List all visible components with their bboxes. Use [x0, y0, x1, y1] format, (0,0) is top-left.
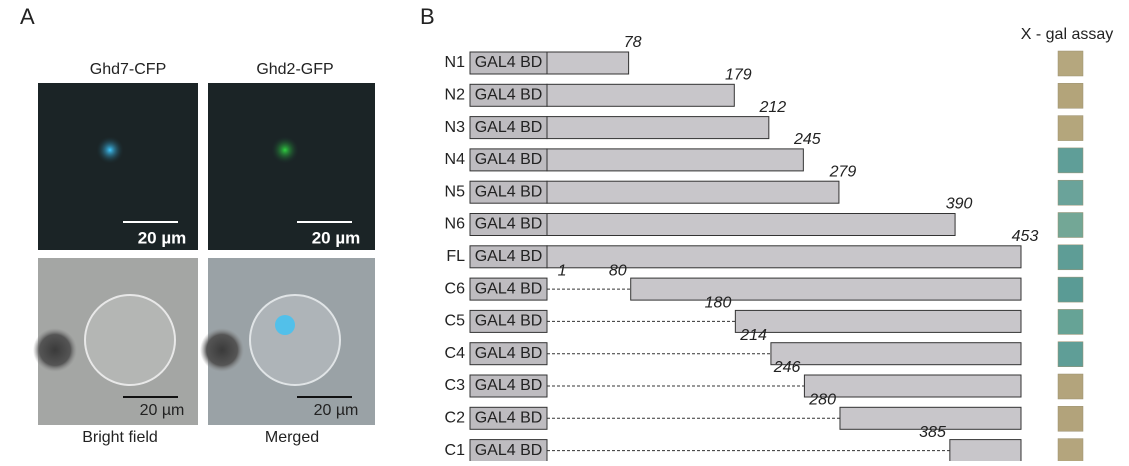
bd-label: GAL4 BD [475, 410, 543, 427]
panel-label: B [420, 4, 435, 29]
scale-label: 20 µm [314, 402, 359, 419]
assay-spot [1058, 406, 1083, 431]
residue-number: 214 [739, 327, 767, 344]
bd-label: GAL4 BD [475, 313, 543, 330]
signal [271, 136, 299, 164]
bd-label: GAL4 BD [475, 183, 543, 200]
scale-label: 20 µm [138, 228, 187, 247]
cell [250, 295, 340, 385]
residue-number: 453 [1012, 228, 1039, 245]
assay-spot [1058, 116, 1083, 141]
construct-bar [950, 440, 1021, 461]
construct-bar [547, 181, 839, 203]
image-caption: Merged [265, 429, 319, 446]
residue-number: 78 [624, 34, 642, 51]
cell [33, 328, 77, 372]
assay-spot [1058, 213, 1083, 238]
image-title: Ghd2-GFP [256, 61, 333, 78]
construct-bar [547, 117, 769, 139]
construct-name: C5 [445, 313, 466, 330]
bd-label: GAL4 BD [475, 54, 543, 71]
residue-number: 80 [609, 262, 627, 279]
signal [96, 136, 124, 164]
cell [85, 295, 175, 385]
residue-number: 390 [946, 196, 973, 213]
scale-label: 20 µm [312, 228, 361, 247]
residue-number: 245 [793, 131, 821, 148]
bd-label: GAL4 BD [475, 377, 543, 394]
construct-bar [547, 214, 955, 236]
construct-name: N6 [445, 216, 466, 233]
bd-label: GAL4 BD [475, 216, 543, 233]
construct-name: C3 [445, 377, 466, 394]
assay-spot [1058, 180, 1083, 205]
bd-label: GAL4 BD [475, 345, 543, 362]
residue-number: 179 [725, 67, 752, 84]
assay-spot [1058, 148, 1083, 173]
bd-label: GAL4 BD [475, 151, 543, 168]
assay-spot [1058, 342, 1083, 367]
construct-bar [804, 375, 1021, 397]
residue-number: 246 [773, 359, 801, 376]
cell [200, 328, 244, 372]
assay-title: X - gal assay [1021, 26, 1113, 43]
construct-name: N1 [445, 54, 466, 71]
signal [275, 315, 295, 335]
assay-spot [1058, 439, 1083, 461]
residue-number: 180 [705, 295, 732, 312]
construct-name: C6 [445, 280, 466, 297]
construct-name: N4 [445, 151, 466, 168]
construct-bar [547, 149, 803, 171]
construct-name: C2 [445, 410, 466, 427]
assay-spot [1058, 245, 1083, 270]
construct-bar [547, 52, 629, 74]
panel-label: A [20, 4, 35, 29]
assay-spot [1058, 309, 1083, 334]
bd-label: GAL4 BD [475, 248, 543, 265]
construct-name: N5 [445, 183, 466, 200]
construct-name: C4 [445, 345, 466, 362]
bd-label: GAL4 BD [475, 280, 543, 297]
residue-number: 279 [829, 163, 857, 180]
assay-spot [1058, 83, 1083, 108]
construct-bar [631, 278, 1021, 300]
construct-name: N2 [445, 87, 466, 104]
scale-label: 20 µm [140, 402, 185, 419]
bd-label: GAL4 BD [475, 119, 543, 136]
residue-number: 385 [919, 424, 946, 441]
image-gfp [208, 83, 375, 250]
assay-spot [1058, 51, 1083, 76]
residue-number: 1 [558, 262, 567, 279]
image-title: Ghd7-CFP [90, 61, 166, 78]
bd-label: GAL4 BD [475, 442, 543, 459]
construct-name: N3 [445, 119, 466, 136]
construct-name: FL [446, 248, 465, 265]
assay-spot [1058, 374, 1083, 399]
image-cfp [38, 83, 198, 250]
construct-bar [735, 310, 1021, 332]
construct-bar [771, 343, 1021, 365]
residue-number: 280 [808, 392, 836, 409]
construct-bar [547, 84, 734, 106]
figure: A B Ghd7-CFP Ghd2-GFP 20 µm 20 µm 20 µm … [0, 0, 1129, 461]
micrographs [33, 83, 375, 425]
construct-name: C1 [445, 442, 466, 459]
image-caption: Bright field [82, 429, 158, 446]
assay-spot [1058, 277, 1083, 302]
bd-label: GAL4 BD [475, 87, 543, 104]
residue-number: 212 [758, 99, 786, 116]
